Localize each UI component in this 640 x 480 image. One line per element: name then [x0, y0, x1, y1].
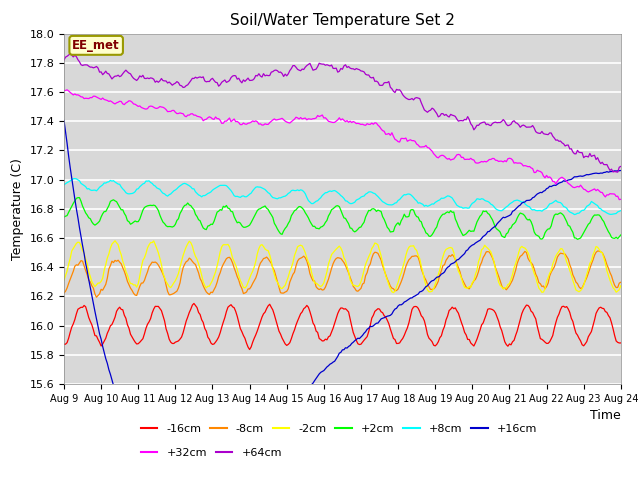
Y-axis label: Temperature (C): Temperature (C): [11, 158, 24, 260]
Legend: +32cm, +64cm: +32cm, +64cm: [136, 444, 286, 463]
Text: EE_met: EE_met: [72, 39, 120, 52]
X-axis label: Time: Time: [590, 409, 621, 422]
Title: Soil/Water Temperature Set 2: Soil/Water Temperature Set 2: [230, 13, 455, 28]
